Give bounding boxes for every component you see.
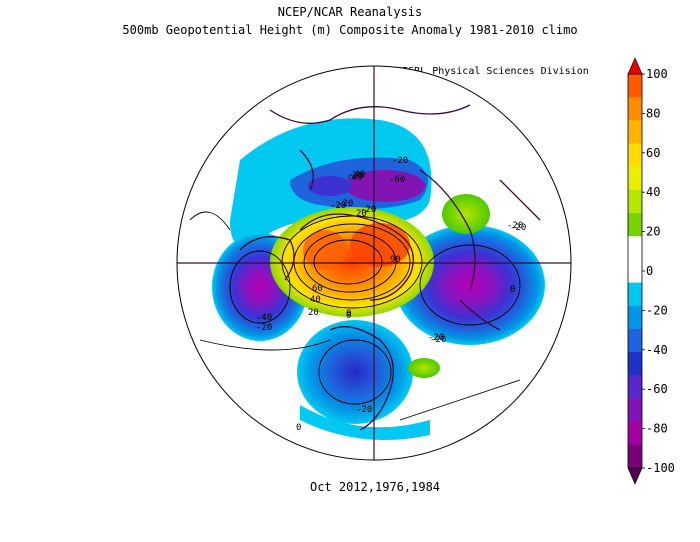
contour-label: -20 bbox=[430, 335, 446, 345]
map-title: NCEP/NCAR Reanalysis bbox=[277, 5, 423, 19]
contour-labels: -20 -40 -60 -20 20 -20 -20 -40 -20 60 40… bbox=[256, 156, 526, 433]
colorbar-swatch bbox=[628, 74, 642, 98]
contour-label: -20 bbox=[510, 223, 526, 233]
contour-label: -20 bbox=[392, 156, 408, 166]
colorbar-swatch bbox=[628, 352, 642, 376]
colorbar-swatch bbox=[628, 143, 642, 168]
colorbar-tick-label: 20 bbox=[646, 225, 660, 239]
contour-label: 40 bbox=[310, 295, 321, 305]
colorbar-swatch bbox=[628, 305, 642, 330]
contour-label: 90 bbox=[390, 255, 401, 265]
contour-label: -40 bbox=[346, 173, 362, 183]
colorbar-swatch bbox=[628, 236, 642, 260]
contour-label: -20 bbox=[428, 333, 444, 343]
contour-label: -20 bbox=[337, 199, 353, 209]
contour-label: 0 bbox=[346, 311, 351, 321]
colorbar-swatch bbox=[628, 213, 642, 237]
contour-label: -20 bbox=[507, 221, 523, 231]
colorbar-swatch bbox=[628, 375, 642, 399]
colorbar-swatch bbox=[628, 120, 642, 145]
colorbar-tick-label: 100 bbox=[646, 67, 668, 81]
contour-label: -40 bbox=[349, 170, 365, 180]
contour-label: -20 bbox=[256, 323, 272, 333]
colorbar-top-arrow bbox=[627, 57, 643, 75]
contour-label: -20 bbox=[360, 205, 376, 215]
date-footer: Oct 2012,1976,1984 bbox=[309, 480, 441, 494]
colorbar-swatch bbox=[628, 444, 642, 469]
colorbar-tick-label: 0 bbox=[646, 264, 653, 278]
colorbar-swatch bbox=[628, 97, 642, 121]
contour-label: -60 bbox=[389, 175, 405, 185]
credit-label: NOAA/ESRL Physical Sciences Division bbox=[372, 66, 589, 77]
map-boundary bbox=[176, 65, 572, 461]
colorbar-swatch bbox=[628, 259, 642, 284]
contour-label: -40 bbox=[256, 313, 272, 323]
colorbar-swatch bbox=[628, 282, 642, 307]
colorbar-tick-label: 40 bbox=[646, 185, 660, 199]
colorbar-tick-label: -80 bbox=[646, 422, 668, 436]
colorbar-tick-label: -20 bbox=[646, 303, 668, 317]
contour-label: 20 bbox=[308, 308, 319, 318]
colorbar-tick-label: 80 bbox=[646, 106, 660, 120]
colorbar-swatch bbox=[628, 328, 642, 353]
colorbar-swatch bbox=[628, 189, 642, 214]
colorbar-tick-label: -60 bbox=[646, 382, 668, 396]
colorbar-tick-label: 60 bbox=[646, 146, 660, 160]
colorbar: 100 80 60 40 20 0 -20 -40 -60 -80 -100 bbox=[627, 57, 675, 485]
contour-label: 60 bbox=[312, 284, 323, 294]
contour-label: -20 bbox=[356, 405, 372, 415]
contour-label: 20 bbox=[356, 209, 367, 219]
anomaly-field bbox=[177, 66, 571, 460]
contour-label: 0 bbox=[296, 423, 301, 433]
contour-label: 0 bbox=[510, 285, 515, 295]
colorbar-bottom-arrow bbox=[627, 467, 643, 485]
contour-label: 0 bbox=[346, 309, 351, 319]
contour-label: -20 bbox=[347, 171, 363, 181]
colorbar-swatch bbox=[628, 421, 642, 446]
colorbar-tick-label: -100 bbox=[646, 461, 675, 475]
colorbar-swatch bbox=[628, 166, 642, 191]
contour-label: -20 bbox=[330, 201, 346, 211]
colorbar-swatch bbox=[628, 398, 642, 423]
colorbar-tick-label: -40 bbox=[646, 343, 668, 357]
map-subtitle: 500mb Geopotential Height (m) Composite … bbox=[122, 23, 578, 37]
